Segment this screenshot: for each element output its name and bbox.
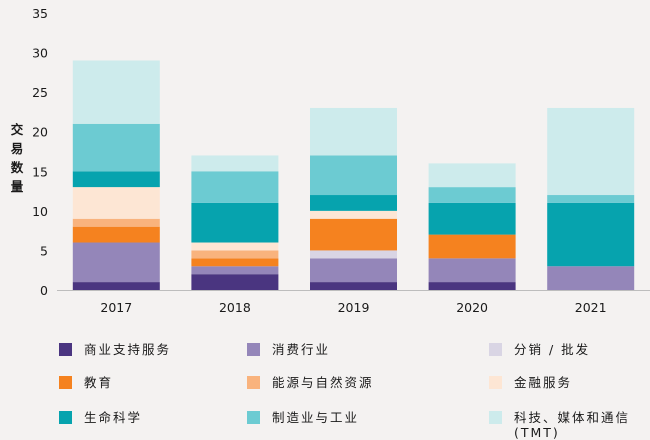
bar-segment xyxy=(428,187,516,203)
legend-swatch xyxy=(247,411,260,424)
bar-segment xyxy=(72,60,160,124)
y-tick-label: 5 xyxy=(40,243,48,258)
bar-segment xyxy=(72,187,160,219)
legend-swatch xyxy=(489,343,502,356)
stacked-bar-chart: 0 5 10 15 20 25 30 35 2017 2018 2019 2020 2021 xyxy=(32,6,650,315)
legend-item: 分销 / 批发 xyxy=(489,342,590,357)
bar-segment xyxy=(72,242,160,283)
legend-swatch xyxy=(59,411,72,424)
bar-segment xyxy=(428,202,516,235)
y-tick-label: 10 xyxy=(32,204,48,219)
legend-swatch xyxy=(59,343,72,356)
legend-item: 能源与自然资源 xyxy=(247,375,374,390)
legend-label: 消费行业 xyxy=(272,342,331,357)
legend-label: 制造业与工业 xyxy=(272,410,360,425)
legend-label: 能源与自然资源 xyxy=(272,375,374,390)
bar-segment xyxy=(428,258,516,283)
x-tick-label: 2020 xyxy=(456,300,488,315)
x-tick-label: 2019 xyxy=(338,300,370,315)
y-tick-label: 25 xyxy=(32,85,48,100)
legend-item: 金融服务 xyxy=(489,375,572,390)
bar-segment xyxy=(191,250,279,259)
legend-item: 教育 xyxy=(59,375,113,390)
legend-swatch xyxy=(489,376,502,389)
bar-segment xyxy=(191,202,279,243)
legend-item: 制造业与工业 xyxy=(247,410,359,425)
y-tick-label: 35 xyxy=(32,6,48,21)
x-tick-label: 2017 xyxy=(100,300,132,315)
bar-segment xyxy=(310,282,397,290)
bar-segment xyxy=(191,258,279,267)
legend-label: 科技、媒体和通信 (TMT) xyxy=(514,410,631,440)
bar-segment xyxy=(310,195,397,211)
legend-item: 生命科学 xyxy=(59,410,142,425)
bar-segment xyxy=(191,171,279,203)
legend-label: 生命科学 xyxy=(84,410,143,425)
x-tick-label: 2021 xyxy=(575,300,607,315)
bar-segment xyxy=(72,123,160,172)
bar-segment xyxy=(310,155,397,196)
legend-label: 教育 xyxy=(84,375,114,390)
bar-segment xyxy=(310,210,397,219)
legend-item: 商业支持服务 xyxy=(59,342,171,357)
legend-item: 科技、媒体和通信 (TMT) xyxy=(489,410,630,440)
x-tick-label: 2018 xyxy=(219,300,251,315)
bar-segment xyxy=(72,226,160,243)
legend-label: 分销 / 批发 xyxy=(514,342,591,357)
chart: 0 5 10 15 20 25 30 35 2017 2018 2019 2020 2021 交易数量 … xyxy=(10,6,650,440)
bar-segment xyxy=(547,195,635,203)
bar-segment xyxy=(547,202,635,267)
bar-segment xyxy=(310,218,397,251)
bar-segment xyxy=(310,258,397,283)
bar-segment xyxy=(191,242,279,251)
y-axis-label: 交易数量 xyxy=(10,122,24,194)
bar-segment xyxy=(72,218,160,227)
legend-label: 金融服务 xyxy=(514,375,573,390)
legend-swatch xyxy=(59,376,72,389)
bar-segment xyxy=(428,163,516,188)
bar-segment xyxy=(310,107,397,156)
bar-segment xyxy=(310,250,397,259)
legend-swatch xyxy=(489,411,502,424)
y-tick-label: 15 xyxy=(32,164,48,179)
bar-segment xyxy=(72,282,160,290)
bar-segment xyxy=(547,107,635,196)
legend-label: 商业支持服务 xyxy=(84,342,172,357)
legend-item: 消费行业 xyxy=(247,342,330,357)
legend-swatch xyxy=(247,343,260,356)
legend-swatch xyxy=(247,376,260,389)
y-tick-label: 0 xyxy=(40,283,48,298)
bar-segment xyxy=(428,282,516,290)
y-tick-label: 20 xyxy=(32,125,48,140)
y-tick-label: 30 xyxy=(32,46,48,61)
bar-segment xyxy=(428,234,516,259)
bar-segment xyxy=(547,266,635,290)
bar-segment xyxy=(72,171,160,188)
bar-segment xyxy=(191,266,279,275)
bar-segment xyxy=(191,274,279,290)
bar-segment xyxy=(191,155,279,172)
